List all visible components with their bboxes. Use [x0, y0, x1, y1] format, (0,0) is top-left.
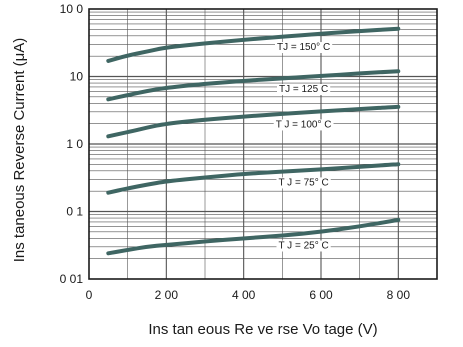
series-label-0: TJ = 150° C [277, 42, 330, 53]
series-label-bg [276, 240, 331, 252]
series-label-3: T J = 75° C [278, 177, 328, 188]
x-tick-label: 6 00 [309, 288, 333, 302]
series-line-4 [106, 217, 401, 256]
grid-lines [89, 9, 437, 279]
x-tick-label: 8 00 [387, 288, 411, 302]
series-line-3 [106, 162, 401, 195]
series-label-bg [273, 119, 334, 131]
x-tick-label: 0 [86, 288, 93, 302]
y-tick-label: 1 0 [66, 137, 83, 151]
x-tick-label: 2 00 [155, 288, 179, 302]
x-tick-labels: 0 2 00 4 00 6 00 8 00 [86, 288, 411, 302]
series-line-2 [106, 104, 401, 139]
series-label-1: TJ = 125 C [279, 84, 328, 95]
curve-labels: TJ = 150° C TJ = 125 C T J = 100° C T J = 7… [273, 42, 334, 252]
curve-series [106, 26, 401, 256]
series-line-1 [106, 69, 401, 102]
y-axis-label: Ins taneous Reverse Current (μA) [11, 38, 28, 263]
plot-frame [88, 8, 438, 280]
series-label-bg [276, 177, 331, 189]
series-label-2: T J = 100° C [276, 119, 332, 130]
y-tick-label: 10 0 [60, 2, 84, 16]
y-tick-label: 0 1 [66, 205, 83, 219]
x-tick-label: 4 00 [232, 288, 256, 302]
y-tick-label: 0 01 [60, 272, 84, 286]
y-tick-labels: 10 0 10 1 0 0 1 0 01 [60, 2, 84, 286]
series-label-bg [276, 83, 331, 95]
series-line-0 [106, 26, 401, 63]
y-tick-label: 10 [70, 70, 84, 84]
x-axis-label: Ins tan eous Re ve rse Vo tage (V) [148, 321, 377, 338]
series-label-4: T J = 25° C [278, 241, 328, 252]
series-label-bg [274, 42, 333, 54]
